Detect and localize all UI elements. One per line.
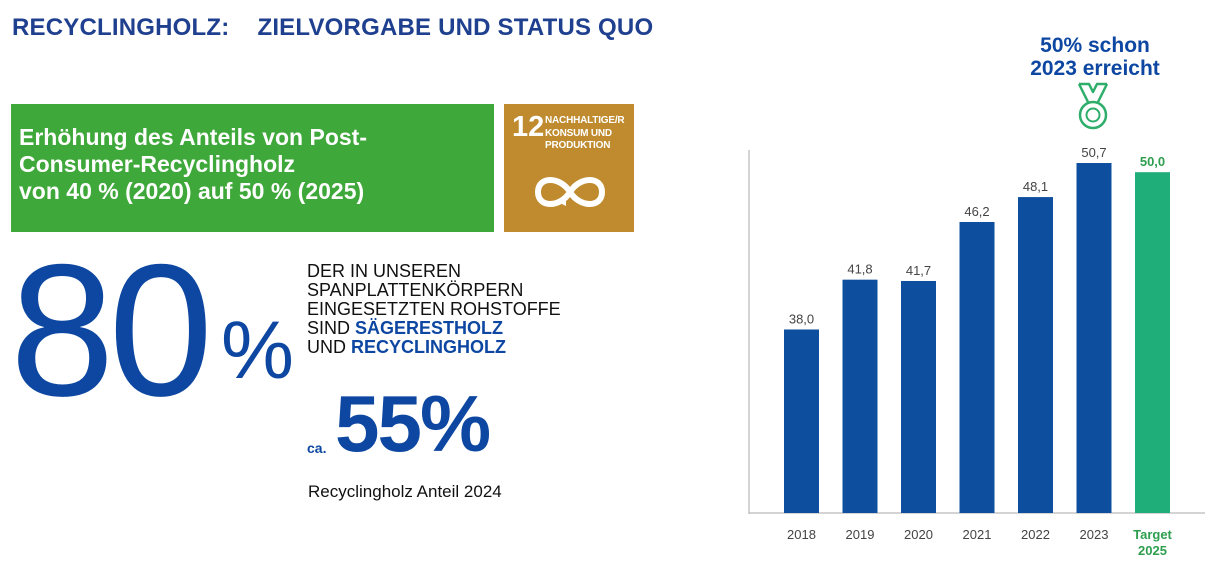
desc-line-4-prefix: SIND (307, 318, 356, 338)
desc-line-5-prefix: UND (307, 337, 351, 357)
data-label-2019: 41,8 (847, 262, 872, 277)
desc-line-3: EINGESETZTEN ROHSTOFFE (307, 299, 561, 319)
bar-2018 (784, 329, 819, 513)
bar-2023 (1076, 163, 1112, 513)
x-tick-label-2018: 2018 (787, 527, 816, 542)
infinity-icon (534, 177, 606, 207)
stat-80-description: DER IN UNSEREN SPANPLATTENKÖRPERN EINGES… (307, 262, 561, 357)
stat-55-value: 55% (335, 379, 491, 468)
x-tick-label-2023: 2023 (1080, 527, 1109, 542)
sdg-label-line-2: KONSUM UND (545, 127, 612, 139)
sdg-label-line-1: NACHHALTIGE/R (545, 115, 625, 126)
sdg-label: NACHHALTIGE/R KONSUM UND PRODUKTION (545, 115, 625, 153)
data-label-2023: 50,7 (1081, 145, 1106, 160)
callout-line-1: 50% schon (1040, 34, 1150, 57)
desc-line-4: SIND SÄGERESTHOLZ (307, 319, 561, 338)
bar-target-2025 (1135, 172, 1170, 513)
medal-icon (1077, 82, 1109, 130)
data-label-2022: 48,1 (1023, 179, 1048, 194)
stat-55-prefix: ca. (307, 440, 327, 456)
x-tick-label-target-2025: Target 2025 (1133, 527, 1172, 558)
page-title: RECYCLINGHOLZ: ZIELVORGABE UND STATUS QUO (12, 14, 653, 42)
goal-line-2: Consumer-Recyclingholz (19, 151, 296, 177)
data-label-target-2025: 50,0 (1140, 154, 1165, 169)
sdg-number: 12 (512, 111, 545, 143)
stat-55-label: Recyclingholz Anteil 2024 (308, 482, 502, 501)
callout-line-2: 2023 erreicht (1030, 57, 1160, 80)
data-label-2018: 38,0 (789, 311, 814, 326)
x-tick-label-2019: 2019 (846, 527, 875, 542)
stat-80-value: 80 (10, 225, 213, 435)
title-part-2: ZIELVORGABE UND STATUS QUO (257, 14, 654, 41)
desc-highlight-saegerestholz: SÄGERESTHOLZ (355, 318, 504, 338)
sdg-label-line-3: PRODUKTION (545, 140, 611, 151)
desc-line-1: DER IN UNSEREN (307, 261, 462, 281)
data-label-2021: 46,2 (964, 204, 989, 219)
x-tick-label-2021: 2021 (963, 527, 992, 542)
title-part-1: RECYCLINGHOLZ: (12, 14, 230, 41)
desc-highlight-recyclingholz: RECYCLINGHOLZ (351, 337, 506, 357)
goal-line-1: Erhöhung des Anteils von Post- (19, 124, 367, 150)
x-tick-label-2022: 2022 (1021, 527, 1050, 542)
data-label-2020: 41,7 (906, 263, 931, 278)
bar-2019 (842, 279, 878, 513)
bar-2022 (1018, 197, 1053, 513)
sdg-12-badge: 12 NACHHALTIGE/R KONSUM UND PRODUKTION (504, 104, 634, 232)
bar-2021 (959, 221, 995, 513)
goal-line-3: von 40 % (2020) auf 50 % (2025) (19, 178, 365, 204)
goal-box: Erhöhung des Anteils von Post- Consumer-… (11, 104, 494, 232)
stat-80-unit: % (221, 305, 294, 396)
bar-2020 (901, 280, 936, 513)
x-tick-label-2020: 2020 (904, 527, 933, 542)
desc-line-2: SPANPLATTENKÖRPERN (307, 280, 524, 300)
callout: 50% schon 2023 erreicht (1016, 34, 1174, 80)
desc-line-5: UND RECYCLINGHOLZ (307, 338, 561, 357)
